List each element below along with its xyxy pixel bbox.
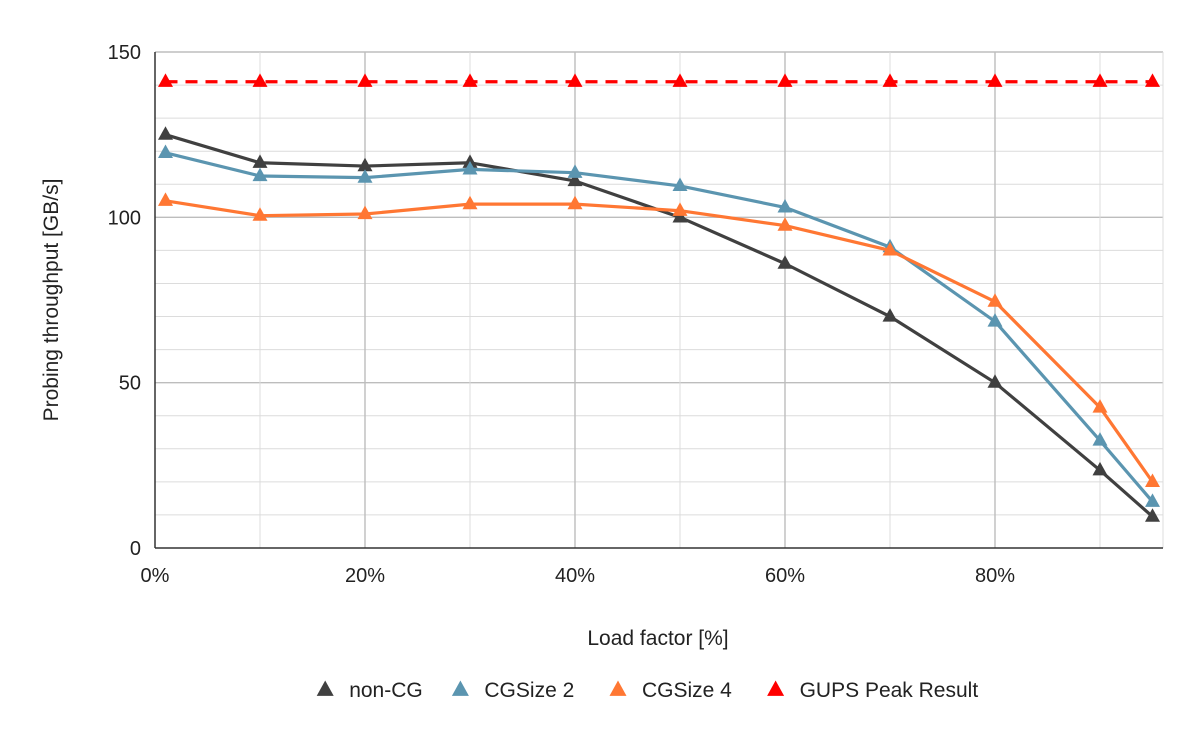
series-cgsize-2	[158, 144, 1160, 507]
series-line	[163, 133, 1155, 519]
x-tick-label: 40%	[555, 565, 595, 587]
data-point-marker	[672, 177, 688, 192]
legend-label: CGSize 4	[642, 679, 732, 702]
data-point-marker	[1092, 432, 1108, 446]
x-axis-title: Load factor [%]	[587, 627, 728, 650]
series-lines	[158, 73, 1160, 522]
data-point-marker	[882, 73, 898, 87]
data-point-marker	[357, 73, 373, 87]
data-point-marker	[357, 169, 373, 183]
data-point-marker	[1092, 461, 1108, 476]
data-point-marker	[158, 144, 173, 158]
data-point-marker	[567, 164, 583, 178]
x-tick-label: 20%	[345, 565, 385, 587]
series-line	[163, 151, 1155, 504]
data-point-marker	[672, 73, 688, 87]
data-point-marker	[987, 374, 1003, 388]
data-point-marker	[1145, 473, 1160, 487]
x-tick-label: 80%	[975, 565, 1015, 587]
legend-label: CGSize 2	[484, 679, 574, 702]
data-point-marker	[567, 73, 583, 87]
data-point-marker	[1145, 508, 1160, 522]
legend-item: GUPS Peak Result	[767, 679, 978, 702]
data-point-marker	[777, 217, 793, 231]
legend-item: CGSize 4	[609, 679, 732, 702]
series-cgsize-4	[158, 192, 1160, 487]
data-point-marker	[158, 126, 173, 140]
y-tick-label: 100	[108, 207, 141, 229]
data-point-marker	[1092, 73, 1108, 87]
y-tick-label: 50	[119, 373, 141, 395]
data-point-marker	[252, 154, 268, 168]
data-point-marker	[1145, 73, 1160, 87]
data-point-marker	[1145, 493, 1160, 507]
tick-labels: 0 50 100 150 0% 20% 40% 60% 80%	[108, 42, 1016, 587]
data-point-marker	[357, 205, 373, 220]
data-point-marker	[252, 73, 268, 87]
series-non-cg	[158, 126, 1160, 522]
gridlines	[155, 51, 1164, 548]
legend-marker	[451, 680, 469, 696]
data-point-marker	[158, 192, 173, 206]
data-point-marker	[462, 73, 478, 87]
series-gups-peak-result	[158, 73, 1160, 87]
data-point-marker	[357, 157, 373, 172]
legend-item: non-CG	[316, 679, 423, 702]
data-point-marker	[567, 172, 583, 187]
data-point-marker	[882, 308, 898, 322]
legend-marker	[609, 680, 627, 696]
data-point-marker	[987, 293, 1003, 307]
data-point-marker	[567, 195, 583, 210]
data-point-marker	[462, 195, 478, 210]
data-point-marker	[987, 313, 1003, 327]
data-point-marker	[158, 73, 173, 87]
y-tick-label: 0	[130, 538, 141, 560]
data-point-marker	[672, 202, 688, 216]
data-point-marker	[777, 73, 793, 87]
data-point-marker	[777, 255, 793, 269]
data-point-marker	[777, 199, 793, 213]
data-point-marker	[882, 242, 898, 256]
legend: non-CG CGSize 2 CGSize 4 GUPS Peak Result	[316, 679, 978, 702]
data-point-marker	[987, 73, 1003, 87]
series-line	[163, 199, 1155, 484]
data-point-marker	[462, 161, 478, 175]
data-point-marker	[1092, 399, 1108, 413]
y-tick-label: 150	[108, 42, 141, 64]
data-point-marker	[252, 167, 268, 182]
legend-label: GUPS Peak Result	[800, 679, 979, 702]
x-tick-label: 0%	[141, 565, 170, 587]
x-tick-label: 60%	[765, 565, 805, 587]
legend-marker	[767, 680, 785, 696]
axes	[154, 52, 1163, 549]
data-point-marker	[252, 207, 268, 221]
legend-label: non-CG	[349, 679, 423, 702]
y-axis-title: Probing throughput [GB/s]	[40, 179, 63, 422]
legend-item: CGSize 2	[451, 679, 574, 702]
legend-marker	[316, 680, 334, 696]
